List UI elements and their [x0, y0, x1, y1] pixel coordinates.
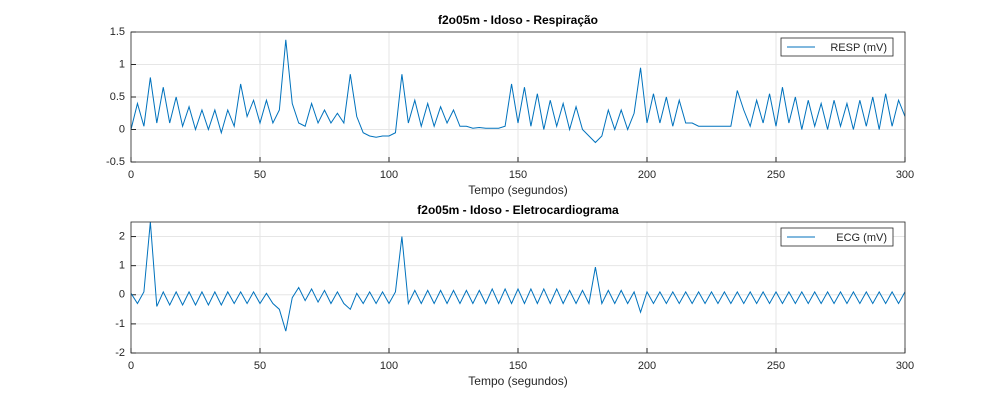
chart-title: f2o05m - Idoso - Respiração: [438, 13, 598, 27]
x-tick-label: 300: [896, 169, 914, 181]
legend-box: [780, 37, 894, 57]
x-axis-label: Tempo (segundos): [468, 374, 567, 388]
y-tick-label: 1: [119, 260, 125, 272]
x-tick-label: 150: [509, 169, 527, 181]
x-tick-label: 250: [767, 169, 785, 181]
y-tick-label: 1: [119, 58, 125, 70]
y-tick-label: -0.5: [106, 156, 125, 168]
y-tick-label: 0: [119, 289, 125, 301]
x-tick-label: 150: [509, 360, 527, 372]
axes-frame: [130, 221, 906, 354]
legend-box: [780, 227, 894, 247]
y-tick-label: 1.5: [110, 26, 125, 38]
axes-frame: [130, 31, 906, 163]
y-tick-label: 0: [119, 123, 125, 135]
legend-label: RESP (mV): [830, 42, 887, 54]
legend-label: ECG (mV): [836, 232, 887, 244]
x-tick-label: 250: [767, 360, 785, 372]
y-tick-label: -2: [115, 347, 125, 359]
x-tick-label: 50: [254, 169, 266, 181]
chart-title: f2o05m - Idoso - Eletrocardiograma: [417, 203, 619, 217]
series-line: [131, 222, 905, 332]
y-tick-label: 2: [119, 230, 125, 242]
x-tick-label: 200: [638, 169, 656, 181]
y-tick-label: 0.5: [110, 91, 125, 103]
x-axis-label: Tempo (segundos): [468, 183, 567, 197]
x-tick-label: 0: [128, 169, 134, 181]
x-tick-label: 300: [896, 360, 914, 372]
x-tick-label: 0: [128, 360, 134, 372]
y-tick-label: -1: [115, 318, 125, 330]
x-tick-label: 200: [638, 360, 656, 372]
series-line: [131, 39, 905, 144]
x-tick-label: 100: [380, 169, 398, 181]
x-tick-label: 50: [254, 360, 266, 372]
x-tick-label: 100: [380, 360, 398, 372]
